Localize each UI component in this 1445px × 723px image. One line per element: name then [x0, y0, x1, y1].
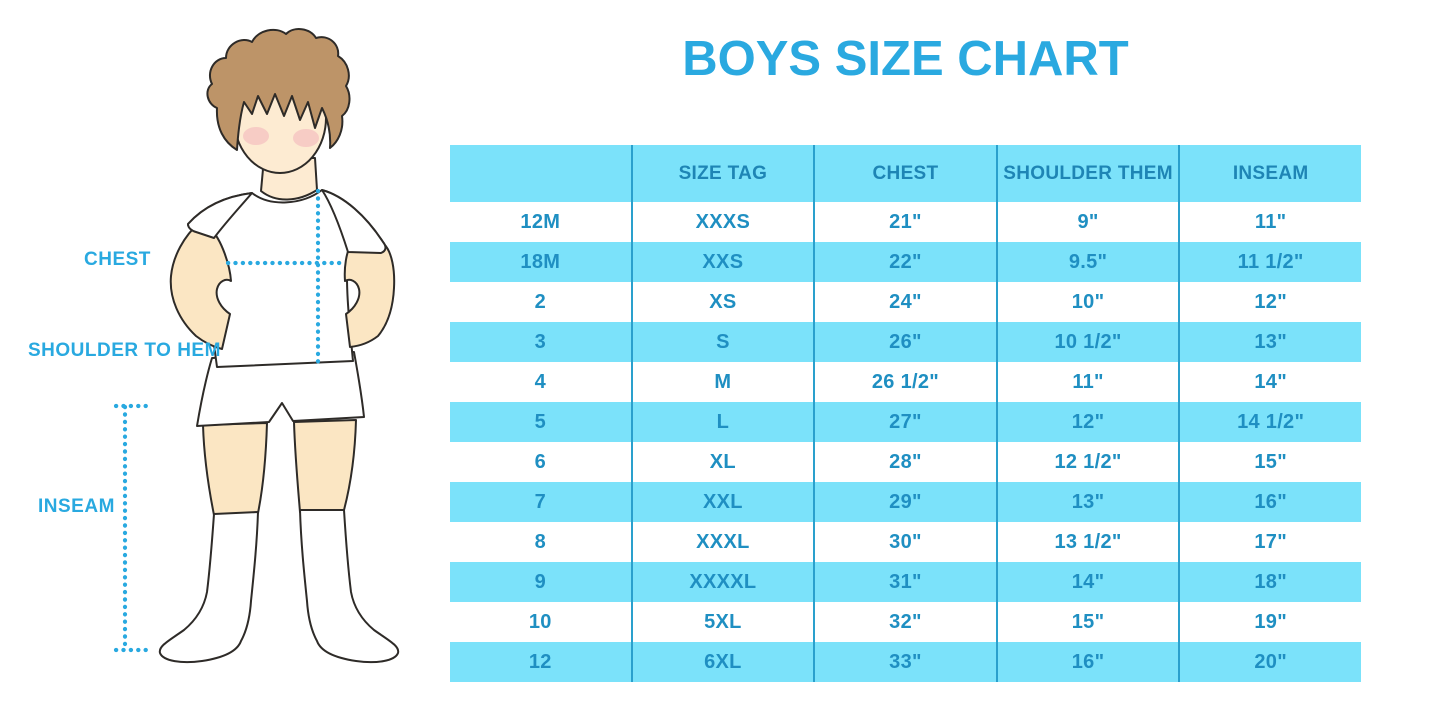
inseam-label: INSEAM — [38, 496, 115, 517]
table-cell: 9" — [995, 202, 1179, 242]
right-blush — [293, 129, 319, 147]
table-cell: 20" — [1178, 642, 1361, 682]
table-cell: 11" — [1178, 202, 1361, 242]
table-cell: 12 — [528, 650, 552, 673]
table-cell: 28" — [813, 442, 996, 482]
table-cell: 31" — [813, 562, 996, 602]
table-row: 6 XL 28" 12 1/2" 15" — [450, 442, 1361, 482]
table-cell: 26" — [813, 322, 996, 362]
table-header-row: SIZE TAG CHEST SHOULDER THEM INSEAM — [450, 145, 1361, 202]
right-sock — [299, 509, 400, 664]
table-cell: 9 — [534, 570, 547, 593]
table-cell: 9.5" — [995, 242, 1179, 282]
table-cell: 2 — [534, 290, 547, 313]
table-cell: 10" — [995, 282, 1179, 322]
table-cell: 5XL — [630, 602, 814, 642]
table-cell: 14" — [995, 562, 1179, 602]
header-cell-shoulder: SHOULDER THEM — [995, 145, 1179, 202]
table-cell: 15" — [995, 602, 1179, 642]
table-cell: 4 — [534, 370, 547, 393]
table-cell: 13 1/2" — [995, 522, 1179, 562]
table-cell: 5 — [534, 410, 547, 433]
table-cell: 12" — [995, 402, 1179, 442]
table-cell: 26 1/2" — [813, 362, 996, 402]
table-cell: 16" — [995, 642, 1179, 682]
table-cell: 10 — [528, 610, 552, 633]
table-cell: 12 1/2" — [995, 442, 1179, 482]
table-cell: 6XL — [630, 642, 814, 682]
header-cell-empty — [450, 145, 631, 202]
table-cell: 17" — [1178, 522, 1361, 562]
table-cell: 8 — [534, 530, 547, 553]
hair — [206, 28, 351, 151]
table-cell: XL — [630, 442, 814, 482]
table-cell: XXXS — [630, 202, 814, 242]
right-arm — [343, 241, 396, 348]
table-row: 5 L 27" 12" 14 1/2" — [450, 402, 1361, 442]
table-cell: 11" — [995, 362, 1179, 402]
table-cell: 33" — [813, 642, 996, 682]
table-cell: 13" — [995, 482, 1179, 522]
table-cell: 18" — [1178, 562, 1361, 602]
table-cell: 19" — [1178, 602, 1361, 642]
table-cell: XS — [630, 282, 814, 322]
table-row: 12M XXXS 21" 9" 11" — [450, 202, 1361, 242]
table-cell: L — [630, 402, 814, 442]
header-cell-size-tag: SIZE TAG — [630, 145, 814, 202]
right-leg — [293, 419, 357, 513]
table-cell: 15" — [1178, 442, 1361, 482]
table-cell: 21" — [813, 202, 996, 242]
table-cell: 13" — [1178, 322, 1361, 362]
table-cell: 3 — [534, 330, 547, 353]
table-cell: 18M — [520, 250, 561, 273]
boy-illustration — [113, 28, 400, 664]
table-cell: XXXL — [630, 522, 814, 562]
table-cell: 32" — [813, 602, 996, 642]
table-cell: 11 1/2" — [1178, 242, 1361, 282]
header-cell-inseam: INSEAM — [1178, 145, 1361, 202]
table-row: 18M XXS 22" 9.5" 11 1/2" — [450, 242, 1361, 282]
table-cell: M — [630, 362, 814, 402]
size-table: SIZE TAG CHEST SHOULDER THEM INSEAM 12M X… — [450, 145, 1361, 682]
left-arm — [169, 221, 232, 350]
table-cell: XXXXL — [630, 562, 814, 602]
table-row: 10 5XL 32" 15" 19" — [450, 602, 1361, 642]
table-cell: 14" — [1178, 362, 1361, 402]
table-body: 12M XXXS 21" 9" 11" 18M XXS 22" 9.5" 11 1/2" 2 XS 24… — [450, 202, 1361, 682]
table-cell: 6 — [534, 450, 547, 473]
table-row: 9 XXXXL 31" 14" 18" — [450, 562, 1361, 602]
left-leg — [202, 422, 268, 516]
table-row: 4 M 26 1/2" 11" 14" — [450, 362, 1361, 402]
left-sock — [158, 511, 259, 664]
table-cell: XXS — [630, 242, 814, 282]
table-cell: 30" — [813, 522, 996, 562]
left-sleeve — [187, 192, 253, 239]
table-cell: 22" — [813, 242, 996, 282]
table-cell: 7 — [534, 490, 547, 513]
chest-label: CHEST — [84, 249, 151, 270]
right-sleeve — [321, 189, 387, 254]
table-row: 12 6XL 33" 16" 20" — [450, 642, 1361, 682]
table-cell: 14 1/2" — [1178, 402, 1361, 442]
shoulder-to-hem-label: SHOULDER TO HEM — [28, 340, 221, 361]
table-cell: S — [630, 322, 814, 362]
shorts — [196, 351, 365, 427]
table-cell: 16" — [1178, 482, 1361, 522]
table-cell: 27" — [813, 402, 996, 442]
table-cell: 12" — [1178, 282, 1361, 322]
header-cell-chest: CHEST — [813, 145, 996, 202]
table-cell: XXL — [630, 482, 814, 522]
table-cell: 29" — [813, 482, 996, 522]
table-cell: 24" — [813, 282, 996, 322]
table-row: 7 XXL 29" 13" 16" — [450, 482, 1361, 522]
table-row: 8 XXXL 30" 13 1/2" 17" — [450, 522, 1361, 562]
table-row: 3 S 26" 10 1/2" 13" — [450, 322, 1361, 362]
table-row: 2 XS 24" 10" 12" — [450, 282, 1361, 322]
table-cell: 12M — [520, 210, 561, 233]
table-cell: 10 1/2" — [995, 322, 1179, 362]
left-blush — [243, 127, 269, 145]
page-title: BOYS SIZE CHART — [682, 32, 1129, 86]
